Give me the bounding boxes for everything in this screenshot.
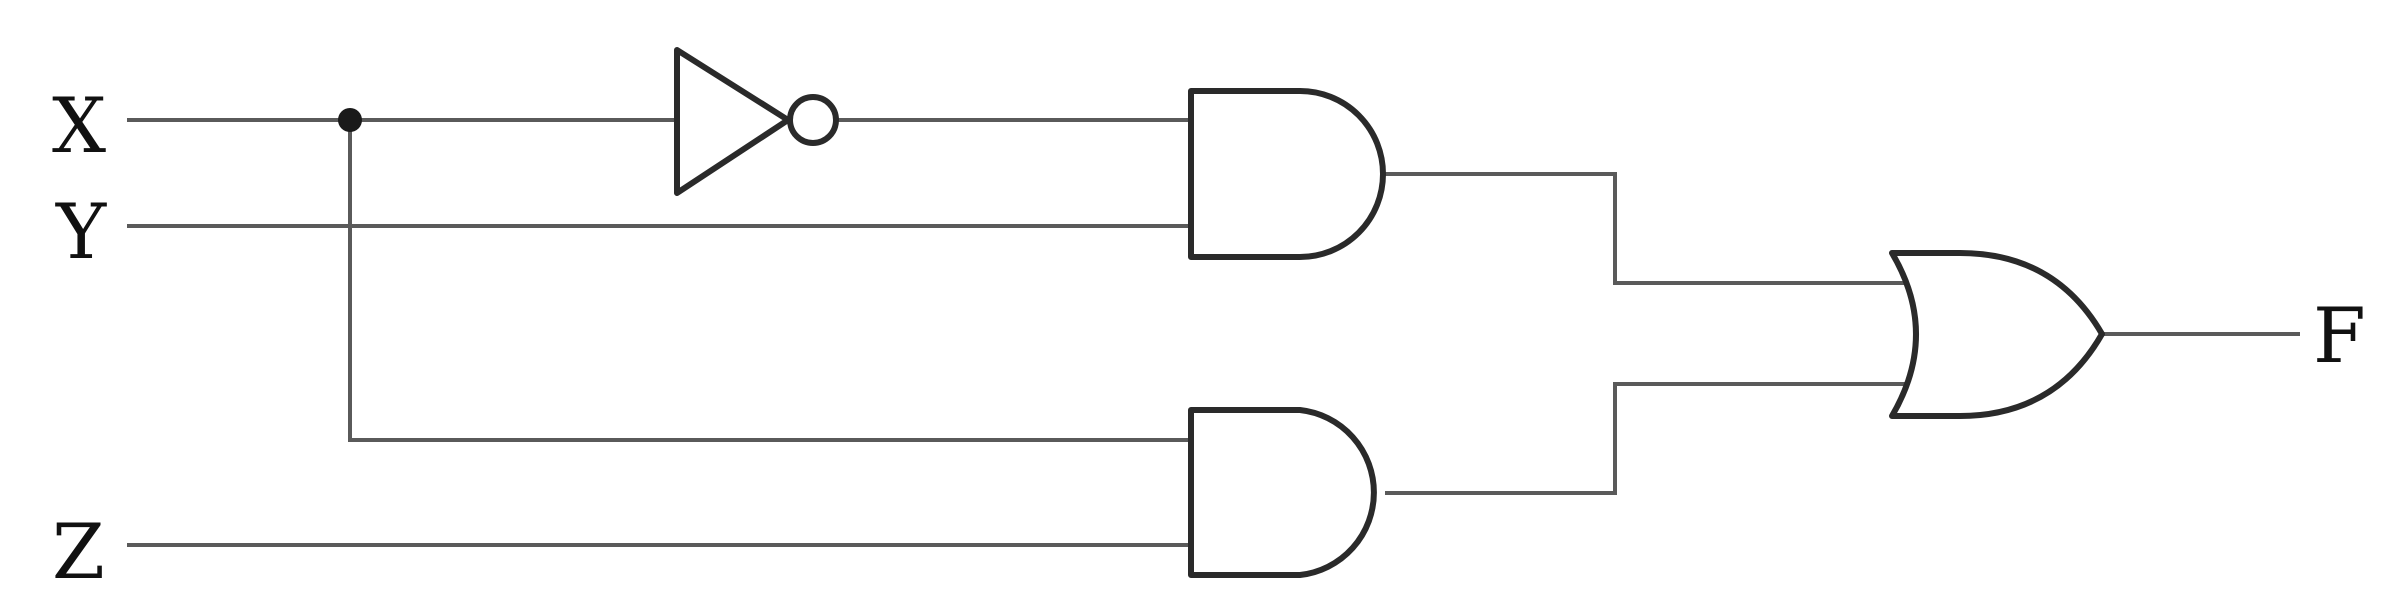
or-gate [1889,250,2105,419]
input-label-x: X [52,81,106,170]
wires [127,118,2300,547]
not-gate-bubble [787,94,839,146]
wire-x-branch-to-and2 [348,120,1190,442]
wire-and1-to-or [1385,172,1905,285]
input-label-y: Y [55,187,107,276]
wire-and2-to-or [1385,382,1905,495]
not-gate [674,47,839,196]
and-gate-1 [1188,88,1386,260]
input-label-z: Z [52,507,105,596]
and-gate-2 [1188,407,1377,578]
junction-dot [338,108,362,132]
output-label-f: F [2313,291,2366,380]
not-gate-triangle [674,47,791,196]
